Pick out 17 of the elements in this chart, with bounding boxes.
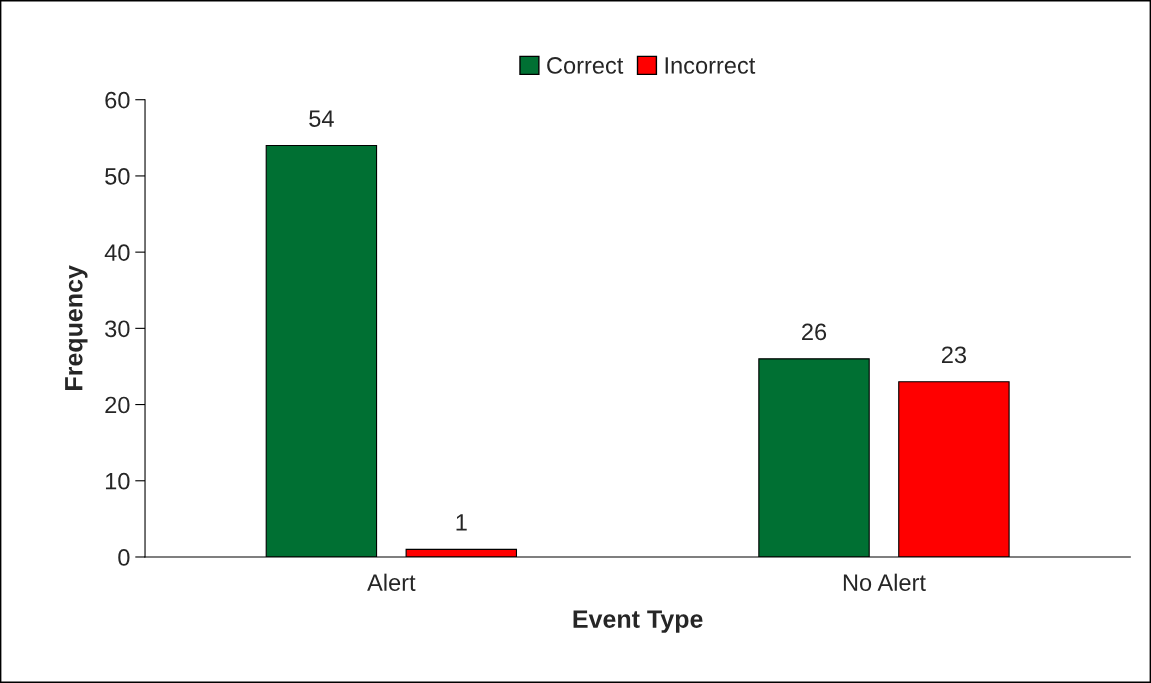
x-axis-title: Event Type [573, 610, 703, 633]
y-tick-label: 30 [105, 320, 130, 338]
legend-label: Incorrect [665, 57, 756, 74]
legend-label: Correct [547, 57, 624, 74]
y-axis-title: Frequency [65, 265, 88, 390]
y-tick-label: 0 [118, 549, 130, 566]
x-tick-label: No Alert [843, 573, 926, 591]
y-tick-label: 20 [105, 396, 130, 414]
y-tick-label: 10 [105, 472, 130, 490]
y-tick-label: 60 [105, 91, 130, 109]
data-label: 1 [456, 514, 467, 531]
data-label: 23 [941, 346, 967, 364]
y-tick-label: 40 [104, 244, 130, 261]
data-label: 26 [802, 323, 827, 341]
y-tick-label: 50 [105, 168, 130, 185]
data-label: 54 [309, 110, 334, 127]
x-tick-label: Alert [367, 573, 416, 591]
